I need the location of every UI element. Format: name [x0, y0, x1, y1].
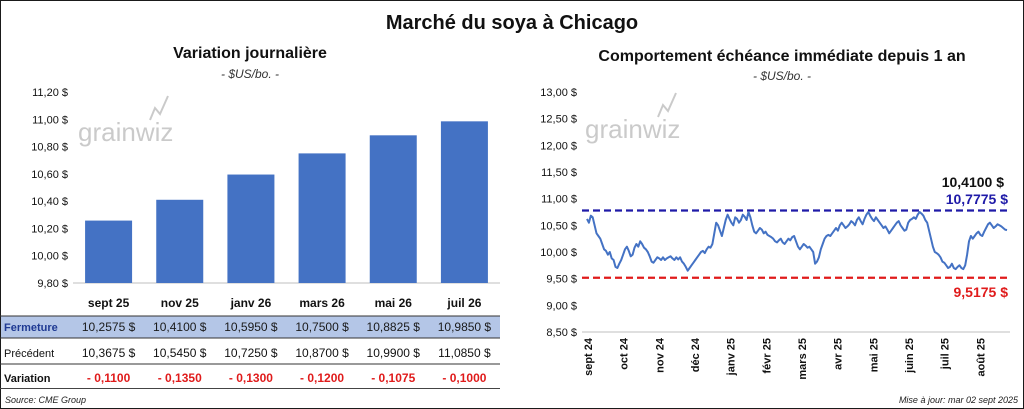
x-tick-label: déc 24 [690, 337, 702, 372]
y-tick-label: 8,50 $ [546, 327, 577, 339]
annotations: 10,4100 $10,7775 $ 9,5175 $ [942, 174, 1009, 300]
y-tick-label: 12,00 $ [540, 140, 577, 152]
price-series [586, 211, 1008, 272]
y-tick-label: 11,20 $ [32, 87, 68, 99]
max-value-label: 10,7775 $ [946, 191, 1008, 207]
last-value-label: 10,4100 $ [942, 174, 1004, 190]
y-tick-label: 10,20 $ [31, 223, 68, 235]
y-tick-label: 10,60 $ [31, 169, 68, 181]
min-value-label: 9,5175 $ [954, 284, 1009, 300]
x-tick-label: nov 24 [654, 337, 666, 373]
x-axis-labels: sept 24 oct 24 nov 24 déc 24 janv 25 févr 25 m… [583, 337, 987, 379]
y-tick-label: 9,50 $ [546, 274, 577, 286]
x-tick-label: juil 25 [940, 338, 952, 370]
x-tick-label: juin 25 [904, 338, 916, 374]
line-chart: grainwiz 8,50 $ 9,00 $ 9,50 $ 10,00 $ 10,50 … [540, 87, 1010, 380]
x-axis-labels: sept 25 nov 25 janv 26 mars 26 mai 26 juil 26 [88, 296, 482, 310]
table-cell: 10,8700 $ [295, 346, 349, 360]
series-line [586, 211, 1008, 272]
table-cell: 11,0850 $ [438, 346, 491, 360]
table-cell: - 0,1350 [158, 371, 202, 385]
bar [440, 121, 488, 283]
y-tick-label: 10,80 $ [31, 142, 68, 154]
table-cell: 10,5950 $ [224, 320, 278, 334]
table-cell: 10,8825 $ [367, 320, 421, 334]
price-table: Fermeture 10,2575 $ 10,4100 $ 10,5950 $ 10,7… [0, 315, 500, 385]
table-cell: 10,4100 $ [153, 320, 207, 334]
y-tick-label: 13,00 $ [540, 87, 577, 99]
table-row-label: Précédent [4, 348, 54, 360]
table-cell: - 0,1100 [87, 371, 131, 385]
table-cell: 10,9850 $ [438, 320, 492, 334]
x-tick-label: mai 26 [375, 296, 413, 310]
x-tick-label: janv 25 [726, 338, 738, 376]
x-tick-label: sept 24 [583, 337, 595, 376]
bar [227, 174, 275, 283]
table-cell: 10,2575 $ [82, 320, 136, 334]
bar [156, 199, 204, 283]
table-row-label: Fermeture [4, 322, 58, 334]
y-tick-label: 11,00 $ [541, 194, 577, 206]
right-unit: - $US/bo. - [752, 69, 812, 83]
bar [298, 153, 346, 283]
table-cell: 10,9900 $ [367, 346, 421, 360]
y-tick-label: 10,40 $ [31, 196, 68, 208]
bar [369, 135, 417, 283]
table-cell: - 0,1075 [371, 371, 415, 385]
bar [85, 220, 133, 283]
table-cell: 10,7500 $ [295, 320, 349, 334]
y-tick-label: 12,50 $ [540, 114, 577, 126]
x-tick-label: mai 25 [868, 338, 880, 372]
updated-note: Mise à jour: mar 02 sept 2025 [898, 395, 1018, 405]
table-cell: - 0,1000 [442, 371, 486, 385]
x-tick-label: avr 25 [833, 338, 845, 370]
table-cell: 10,3675 $ [82, 346, 136, 360]
y-tick-label: 10,50 $ [540, 220, 577, 232]
table-row-label: Variation [4, 373, 51, 385]
left-subtitle: Variation journalière [173, 45, 327, 62]
y-tick-label: 11,50 $ [541, 167, 577, 179]
right-subtitle: Comportement échéance immédiate depuis 1… [598, 48, 966, 65]
y-tick-label: 10,00 $ [31, 251, 68, 263]
table-cell: - 0,1200 [300, 371, 344, 385]
table-cell: 10,5450 $ [153, 346, 207, 360]
bars [85, 121, 488, 283]
main-title: Marché du soya à Chicago [385, 12, 639, 34]
y-axis: 8,50 $ 9,00 $ 9,50 $ 10,00 $ 10,50 $ 11,00 $ 1… [540, 87, 1010, 339]
table-bottom-rule [0, 388, 500, 389]
y-axis: 9,80 $ 10,00 $ 10,20 $ 10,40 $ 10,60 $ 10,80 … [31, 87, 500, 290]
table-cell: 10,7250 $ [224, 346, 278, 360]
x-tick-label: janv 26 [230, 296, 272, 310]
x-tick-label: oct 24 [619, 337, 631, 370]
table-header-band [1, 316, 500, 338]
x-tick-label: nov 25 [161, 296, 199, 310]
source-note: Source: CME Group [5, 395, 87, 405]
watermark-text: grainwiz [585, 114, 680, 144]
y-tick-label: 11,00 $ [32, 114, 68, 126]
x-tick-label: sept 25 [88, 296, 130, 310]
x-tick-label: juil 26 [446, 296, 481, 310]
table-cell: - 0,1300 [229, 371, 273, 385]
y-tick-label: 9,80 $ [37, 278, 68, 290]
watermark-logo: grainwiz [78, 95, 173, 147]
left-unit: - $US/bo. - [220, 67, 280, 81]
watermark-text: grainwiz [78, 117, 173, 147]
x-tick-label: mars 25 [797, 338, 809, 380]
x-tick-label: févr 25 [761, 338, 773, 373]
x-tick-label: août 25 [975, 338, 987, 377]
watermark-logo: grainwiz [585, 92, 680, 144]
y-tick-label: 10,00 $ [540, 247, 577, 259]
x-tick-label: mars 26 [299, 296, 345, 310]
reference-lines [582, 209, 1010, 279]
bar-chart: grainwiz 9,80 $ 10,00 $ 10,20 $ 10,40 $ 10,6… [0, 87, 500, 385]
y-tick-label: 9,00 $ [546, 300, 577, 312]
